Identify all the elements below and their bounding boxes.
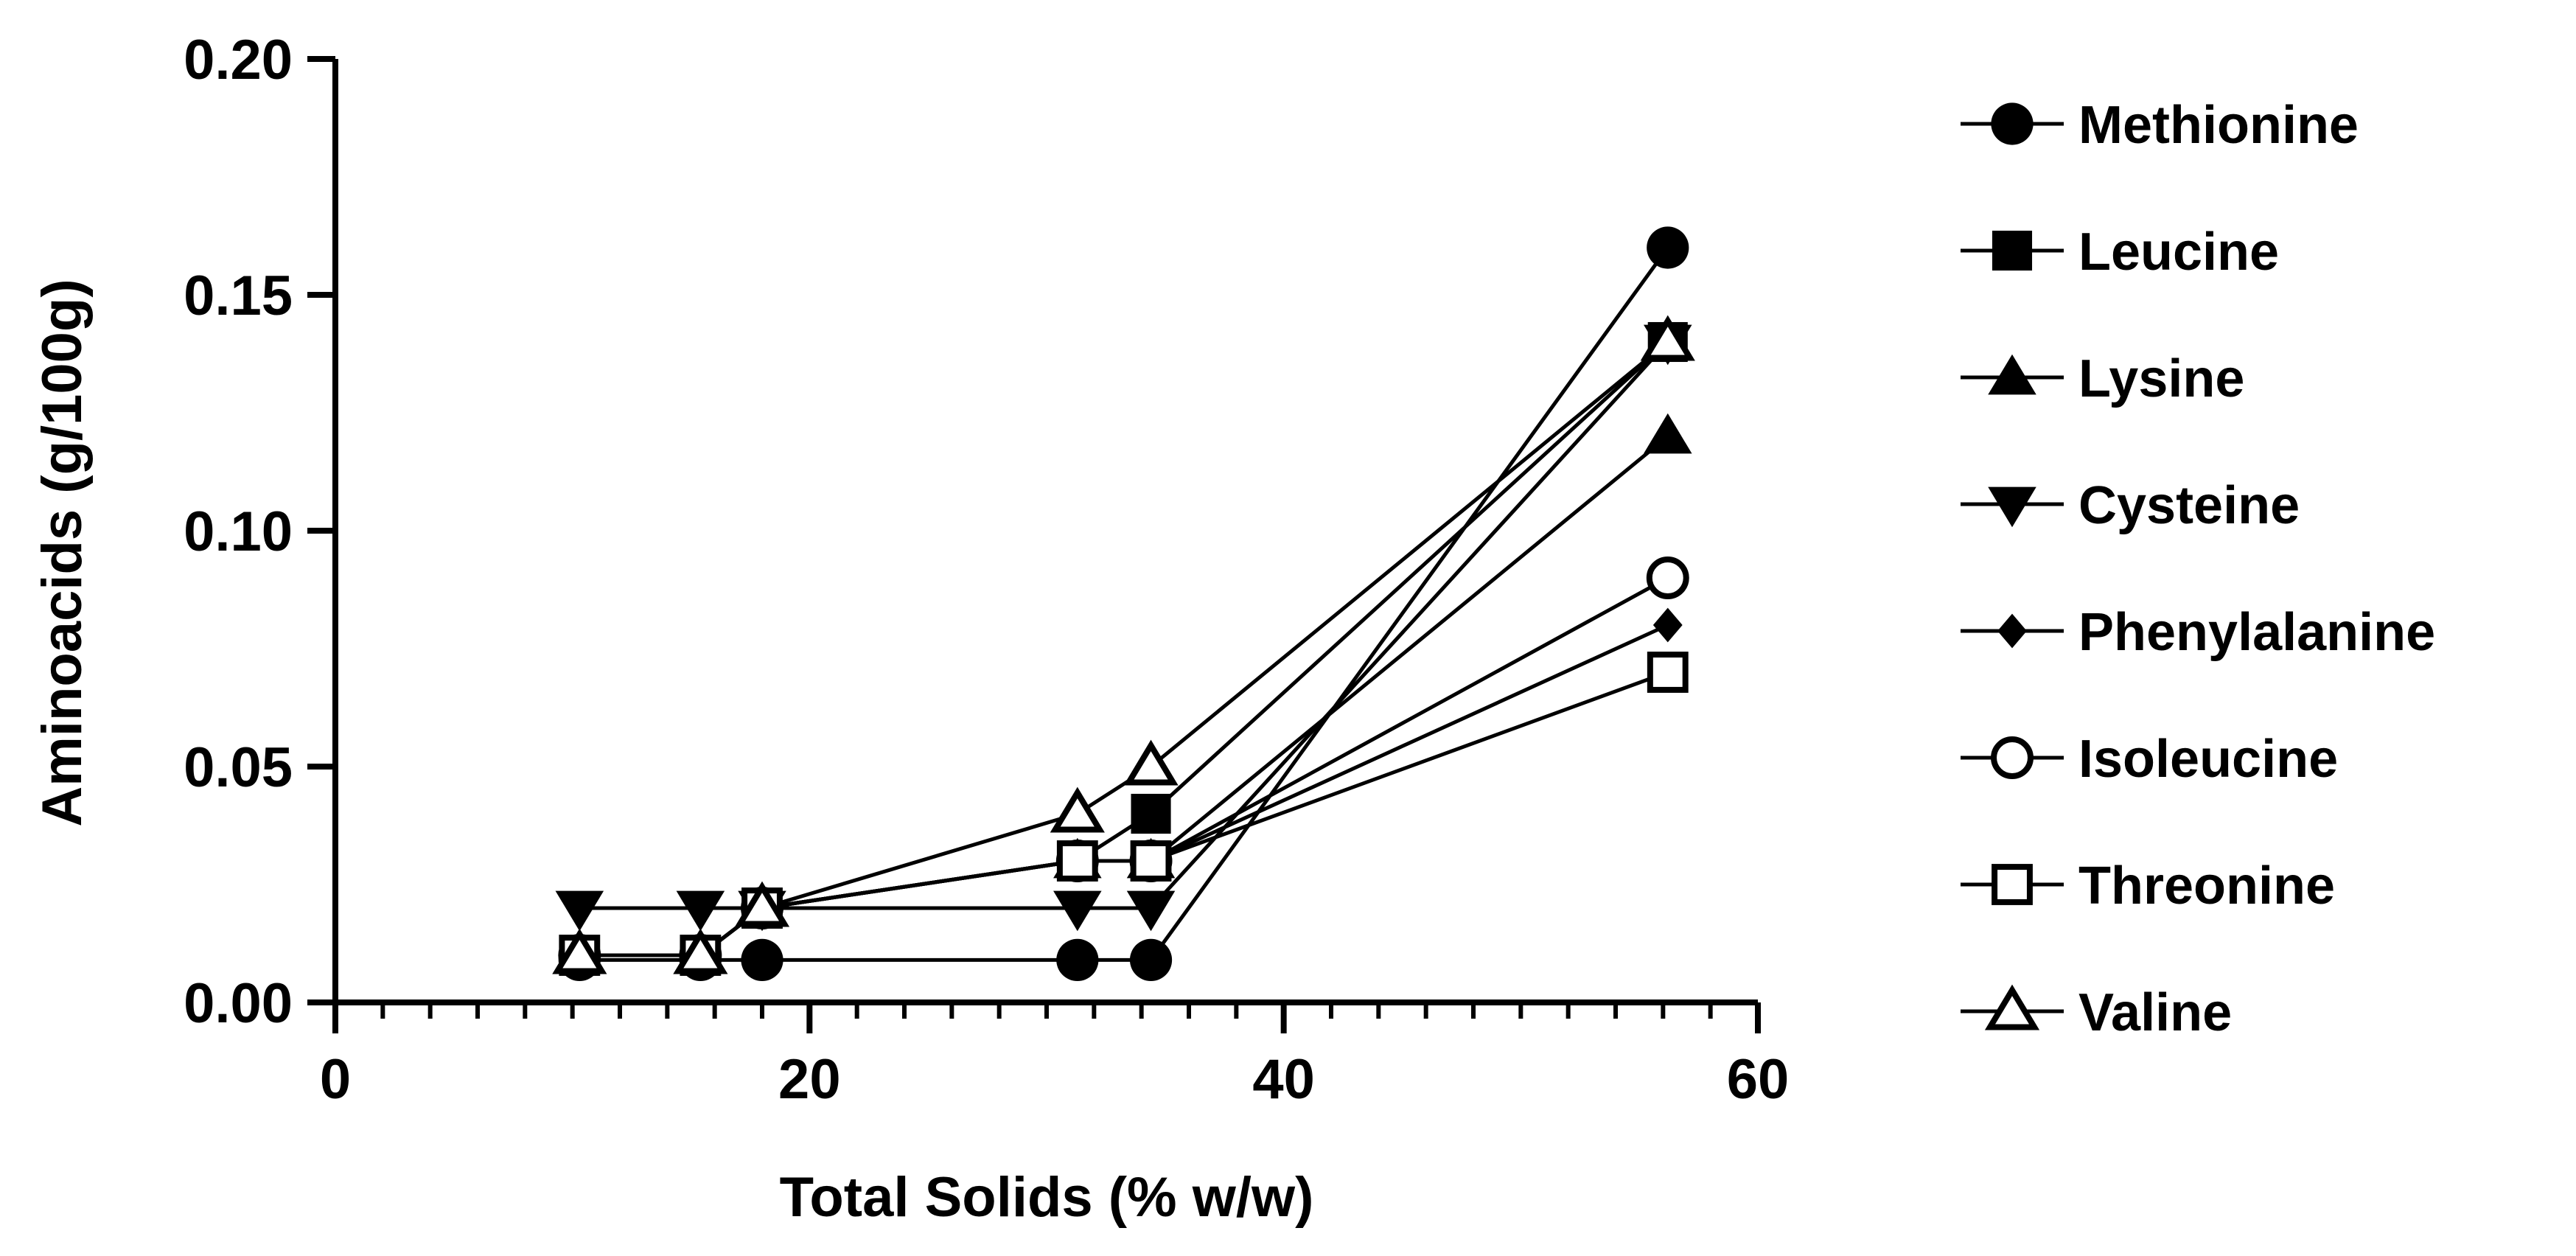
y-tick-label: 0.10: [184, 500, 293, 563]
x-tick-label: 60: [1727, 1048, 1790, 1111]
data-point-leucine: [1131, 793, 1171, 834]
data-point-methionine: [1056, 938, 1099, 981]
legend-item-threonine: Threonine: [1961, 856, 2335, 915]
data-point-threonine: [1056, 840, 1098, 882]
legend-item-lysine: Lysine: [1961, 349, 2244, 408]
x-axis-title: Total Solids (% w/w): [780, 1166, 1314, 1229]
y-tick-label: 0.15: [184, 265, 293, 327]
series-line-methionine: [579, 246, 1669, 962]
legend-marker: [1984, 984, 2040, 1030]
legend-marker: [1991, 102, 2034, 145]
series-line-cysteine: [579, 341, 1669, 910]
data-point-valine: [552, 928, 607, 974]
data-point-isoleucine: [1646, 557, 1689, 599]
data-point-cysteine: [676, 890, 725, 932]
series-line-leucine: [579, 341, 1669, 957]
legend-label: Methionine: [2078, 96, 2359, 155]
legend-label: Cysteine: [2078, 476, 2300, 535]
x-tick-label: 0: [320, 1048, 351, 1111]
legend-label: Isoleucine: [2078, 730, 2338, 789]
y-tick-label: 0.05: [184, 736, 293, 799]
legend-item-cysteine: Cysteine: [1961, 476, 2300, 535]
series-markers: [552, 226, 1695, 981]
data-point-lysine: [1644, 413, 1692, 454]
legend-marker: [1997, 613, 2027, 649]
legend-label: Leucine: [2078, 223, 2279, 282]
data-point-threonine: [1647, 652, 1689, 693]
axes: 0.00 0.05 0.10 0.15 0.20 0 20 40 60: [184, 29, 1789, 1111]
x-tick-label: 20: [778, 1048, 841, 1111]
legend: Methionine Leucine Lysine Cysteine Phenylala…: [1961, 96, 2435, 1042]
series-line-valine: [579, 341, 1669, 957]
legend-label: Valine: [2078, 983, 2232, 1042]
legend-item-phenylalanine: Phenylalanine: [1961, 603, 2435, 662]
y-tick-label: 0.20: [184, 29, 293, 91]
data-point-methionine: [1647, 226, 1689, 269]
data-point-threonine: [1130, 840, 1172, 882]
series-line-lysine: [579, 435, 1669, 957]
legend-item-methionine: Methionine: [1961, 96, 2359, 155]
legend-marker: [1991, 736, 2034, 779]
data-point-cysteine: [555, 890, 604, 932]
legend-marker: [1992, 864, 2033, 905]
legend-marker: [1992, 230, 2033, 271]
legend-marker: [1988, 354, 2036, 395]
data-point-valine: [734, 881, 790, 927]
y-axis-title: Aminoacids (g/100g): [31, 279, 94, 826]
data-point-valine: [1050, 786, 1105, 833]
data-point-phenylalanine: [1652, 607, 1683, 643]
legend-marker: [1988, 486, 2036, 528]
series-lines: [579, 246, 1669, 962]
data-point-methionine: [741, 938, 783, 981]
y-tick-label: 0.00: [184, 972, 293, 1035]
data-point-cysteine: [1053, 890, 1102, 932]
data-point-valine: [1123, 739, 1179, 786]
legend-item-isoleucine: Isoleucine: [1961, 730, 2338, 789]
data-point-cysteine: [1126, 890, 1176, 932]
legend-item-valine: Valine: [1961, 983, 2232, 1042]
legend-label: Lysine: [2078, 349, 2244, 408]
data-point-methionine: [1129, 938, 1173, 981]
data-point-valine: [673, 928, 728, 974]
legend-item-leucine: Leucine: [1961, 223, 2279, 282]
x-tick-label: 40: [1252, 1048, 1315, 1111]
legend-label: Threonine: [2078, 856, 2335, 915]
data-point-valine: [1640, 315, 1695, 361]
legend-label: Phenylalanine: [2078, 603, 2435, 662]
